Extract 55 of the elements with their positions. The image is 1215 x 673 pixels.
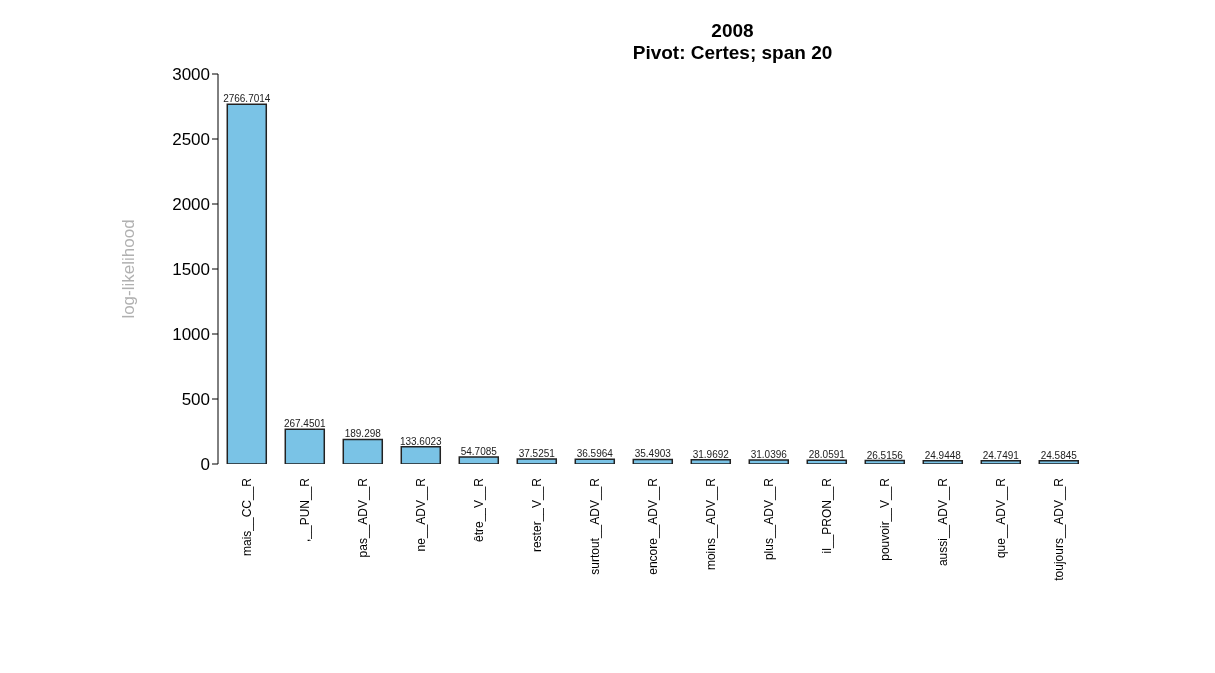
x-tick-label: aussi__ADV__R [936, 477, 950, 567]
bar [980, 460, 1022, 464]
bar [226, 103, 268, 464]
x-tick-label: mais__CC__R [240, 477, 254, 557]
bar [806, 459, 848, 464]
x-tick-label: encore__ADV__R [646, 477, 660, 575]
data-label: 37.5251 [518, 448, 556, 460]
bar [574, 458, 616, 464]
data-label: 26.5156 [866, 449, 904, 461]
data-label: 28.0591 [808, 449, 846, 461]
data-label: 54.7085 [460, 445, 498, 457]
y-tick-label: 3000 [172, 65, 210, 85]
data-label: 31.9692 [692, 448, 730, 460]
x-tick-label: ,__PUN__R [298, 477, 312, 543]
y-axis-title: log-likelihood [119, 219, 139, 319]
chart-title: 2008 [710, 20, 755, 42]
data-label: 267.4501 [283, 418, 327, 430]
bar [690, 459, 732, 464]
y-tick-label: 2500 [172, 130, 210, 150]
data-label: 36.5964 [576, 448, 614, 460]
x-tick-label: être__V__R [472, 477, 486, 543]
data-label: 2766.7014 [223, 93, 271, 105]
x-tick-label: plus__ADV__R [762, 477, 776, 561]
y-tick-label: 2000 [172, 195, 210, 215]
y-tick-label: 1500 [172, 260, 210, 280]
y-tick-label: 1000 [172, 325, 210, 345]
bar [748, 459, 790, 464]
y-tick-label: 500 [181, 390, 210, 410]
bar [342, 438, 384, 464]
x-tick-label: que__ADV__R [994, 477, 1008, 559]
data-label: 24.9448 [924, 449, 962, 461]
x-tick-label: moins__ADV__R [704, 477, 718, 571]
bar [1038, 460, 1080, 464]
x-tick-label: pas__ADV__R [356, 477, 370, 558]
bar [284, 428, 326, 464]
y-tick-label: 0 [200, 455, 210, 475]
bar [632, 458, 674, 464]
bar [516, 458, 558, 464]
x-tick-label: ne__ADV__R [414, 477, 428, 552]
data-label: 133.6023 [399, 435, 443, 447]
data-label: 189.298 [344, 428, 382, 440]
bar [864, 459, 906, 464]
data-label: 35.4903 [634, 448, 672, 460]
bar [922, 460, 964, 464]
data-label: 24.5845 [1040, 449, 1078, 461]
x-tick-label: rester__V__R [530, 477, 544, 553]
bar [400, 445, 442, 464]
x-tick-label: surtout__ADV__R [588, 477, 602, 575]
x-tick-label: il__PRON__R [820, 477, 834, 554]
chart-subtitle: Pivot: Certes; span 20 [631, 42, 834, 64]
x-tick-label: pouvoir__V__R [878, 477, 892, 561]
bar [458, 456, 500, 464]
x-tick-label: toujours__ADV__R [1052, 477, 1066, 581]
data-label: 24.7491 [982, 449, 1020, 461]
data-label: 31.0396 [750, 448, 788, 460]
